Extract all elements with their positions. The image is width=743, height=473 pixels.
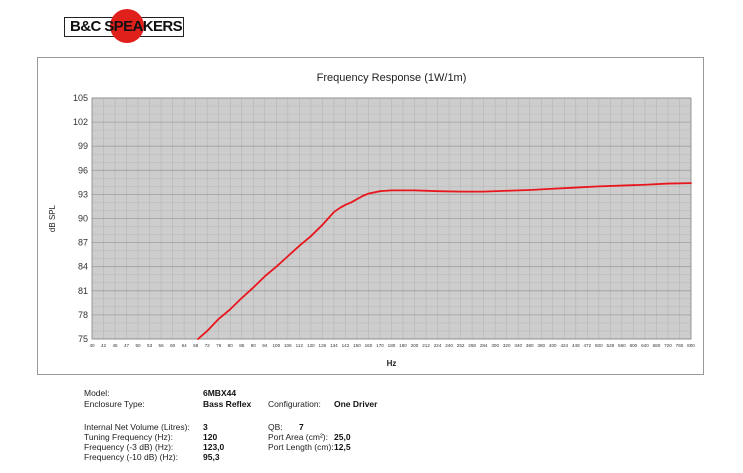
x-tick-label: 60 — [170, 343, 176, 348]
tuning-label: Tuning Frequency (Hz): — [84, 432, 173, 442]
x-tick-label: 200 — [411, 343, 419, 348]
volume-value: 3 — [203, 422, 208, 432]
x-tick-label: 252 — [457, 343, 465, 348]
x-tick-label: 472 — [583, 343, 591, 348]
x-tick-label: 100 — [272, 343, 280, 348]
x-tick-label: 680 — [653, 343, 661, 348]
y-tick-label: 93 — [78, 189, 88, 199]
response-curve — [197, 182, 692, 340]
tuning-value: 120 — [203, 432, 218, 442]
y-tick-label: 102 — [73, 117, 88, 127]
y-tick-label: 84 — [78, 262, 88, 272]
x-tick-label: 40 — [89, 343, 95, 348]
x-tick-label: 160 — [365, 343, 373, 348]
x-tick-label: 80 — [228, 343, 234, 348]
port-length-value: 12,5 — [334, 442, 351, 452]
x-tick-label: 500 — [595, 343, 603, 348]
configuration-value: One Driver — [334, 399, 378, 409]
x-tick-label: 800 — [687, 343, 695, 348]
x-tick-label: 170 — [376, 343, 384, 348]
x-axis-label: Hz — [387, 359, 397, 368]
x-tick-label: 72 — [205, 343, 211, 348]
chart-title: Frequency Response (1W/1m) — [317, 72, 467, 84]
x-tick-label: 47 — [124, 343, 130, 348]
y-tick-label: 90 — [78, 214, 88, 224]
x-tick-label: 106 — [284, 343, 292, 348]
x-tick-label: 90 — [251, 343, 257, 348]
x-tick-label: 760 — [676, 343, 684, 348]
port-area-label: Port Area (cm²): — [268, 432, 328, 442]
x-tick-label: 85 — [239, 343, 245, 348]
chart-frame: 75 78 81 84 87 90 93 96 99 102 105 40 42 45 47 50 53 56 60… — [37, 57, 704, 375]
x-tick-label: 56 — [159, 343, 165, 348]
x-tick-label: 68 — [193, 343, 199, 348]
x-tick-label: 120 — [307, 343, 315, 348]
x-tick-label: 190 — [399, 343, 407, 348]
x-tick-label: 94 — [262, 343, 268, 348]
x-tick-label: 240 — [445, 343, 453, 348]
model-value: 6MBX44 — [203, 388, 237, 398]
y-tick-label: 75 — [78, 334, 88, 344]
x-tick-label: 640 — [641, 343, 649, 348]
x-tick-label: 424 — [560, 343, 568, 348]
x-tick-label: 76 — [216, 343, 222, 348]
x-tick-label: 360 — [526, 343, 534, 348]
y-tick-label: 99 — [78, 141, 88, 151]
x-tick-label: 300 — [491, 343, 499, 348]
y-tick-label: 81 — [78, 286, 88, 296]
f3-value: 123,0 — [203, 442, 225, 452]
x-tick-label: 134 — [330, 343, 338, 348]
x-tick-label: 42 — [101, 343, 107, 348]
enclosure-label: Enclosure Type: — [84, 399, 145, 409]
y-tick-label: 87 — [78, 238, 88, 248]
port-length-label: Port Length (cm): — [268, 442, 334, 452]
y-tick-label: 96 — [78, 165, 88, 175]
x-tick-label: 528 — [607, 343, 615, 348]
configuration-label: Configuration: — [268, 399, 321, 409]
f10-label: Frequency (-10 dB) (Hz): — [84, 452, 178, 462]
x-tick-label: 50 — [136, 343, 142, 348]
y-axis-label: dB SPL — [48, 204, 57, 232]
volume-label: Internal Net Volume (Litres): — [84, 422, 190, 432]
x-tick-label: 224 — [434, 343, 442, 348]
qb-label: QB: — [268, 422, 283, 432]
x-tick-label: 320 — [503, 343, 511, 348]
x-tick-label: 448 — [572, 343, 580, 348]
x-tick-label: 150 — [353, 343, 361, 348]
model-label: Model: — [84, 388, 110, 398]
logo-text: B&C SPEAKERS — [70, 18, 183, 35]
f3-label: Frequency (-3 dB) (Hz): — [84, 442, 174, 452]
x-tick-label: 400 — [549, 343, 557, 348]
plot-border — [91, 97, 692, 340]
qb-value: 7 — [299, 422, 304, 432]
y-tick-label: 78 — [78, 310, 88, 320]
x-tick-label: 560 — [618, 343, 626, 348]
x-tick-label: 45 — [112, 343, 118, 348]
x-tick-label: 53 — [147, 343, 153, 348]
x-tick-label: 380 — [537, 343, 545, 348]
x-tick-label: 212 — [422, 343, 430, 348]
x-tick-label: 64 — [182, 343, 188, 348]
x-tick-label: 180 — [388, 343, 396, 348]
y-tick-label: 105 — [73, 93, 88, 103]
port-area-value: 25,0 — [334, 432, 351, 442]
x-tick-label: 340 — [514, 343, 522, 348]
x-tick-label: 720 — [664, 343, 672, 348]
x-tick-label: 600 — [630, 343, 638, 348]
x-tick-label: 142 — [342, 343, 350, 348]
frequency-response-chart: 75 78 81 84 87 90 93 96 99 102 105 40 42 45 47 50 53 56 60… — [48, 72, 695, 368]
f10-value: 95,3 — [203, 452, 220, 462]
enclosure-value: Bass Reflex — [203, 399, 252, 409]
x-tick-label: 112 — [296, 343, 304, 348]
x-tick-label: 268 — [468, 343, 476, 348]
brand-logo: B&C SPEAKERS — [64, 9, 188, 43]
x-tick-label: 126 — [319, 343, 327, 348]
x-tick-label: 284 — [480, 343, 488, 348]
logo-circle — [110, 9, 144, 43]
